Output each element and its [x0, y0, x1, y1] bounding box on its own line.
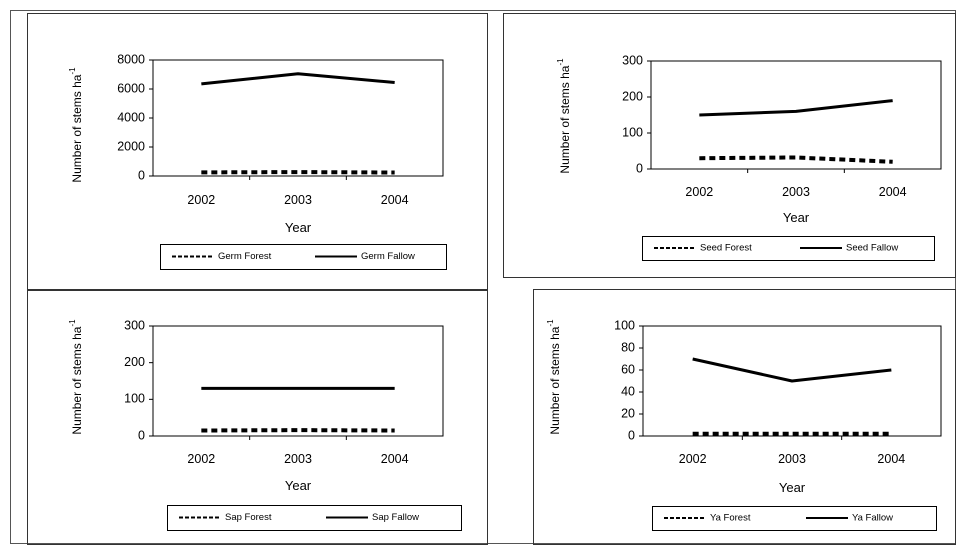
- y-tick-label: 200: [622, 89, 643, 103]
- y-tick-label: 0: [636, 161, 643, 175]
- y-axis-label-superscript: -1: [68, 319, 77, 327]
- x-axis-label: Year: [285, 478, 312, 493]
- legend-label: Ya Forest: [710, 513, 751, 524]
- legend-label: Germ Forest: [218, 251, 272, 262]
- legend-label: Ya Fallow: [852, 513, 893, 524]
- y-axis-label-text: Number of stems ha: [70, 74, 84, 182]
- panel-frame: [533, 289, 956, 545]
- x-tick-label: 2003: [284, 193, 312, 207]
- legend-label: Seed Forest: [700, 243, 752, 254]
- y-tick-label: 0: [138, 428, 145, 442]
- y-axis-label: Number of stems ha-1: [546, 319, 562, 435]
- y-axis-label-superscript: -1: [546, 319, 555, 327]
- y-tick-label: 4000: [117, 110, 145, 124]
- chart-panel: Number of stems ha-1 0 20 40 60 80 100 2002 2003…: [533, 289, 956, 545]
- legend-label: Germ Fallow: [361, 251, 415, 262]
- y-tick-label: 100: [124, 392, 145, 406]
- y-tick-label: 80: [621, 340, 635, 354]
- series-line-fallow: [692, 357, 892, 383]
- y-tick-label: 300: [622, 53, 643, 67]
- y-tick-label: 6000: [117, 81, 145, 95]
- y-tick-label: 100: [622, 125, 643, 139]
- y-tick-label: 40: [621, 384, 635, 398]
- plot-area: [642, 325, 942, 437]
- series-line-fallow: [201, 72, 395, 86]
- x-axis-label: Year: [285, 220, 312, 235]
- y-tick-label: 200: [124, 355, 145, 369]
- x-tick-label: 2002: [187, 452, 215, 466]
- chart-panel: Number of stems ha-1 0 100 200 300 2002 2003 20…: [503, 13, 956, 278]
- chart-panel: Number of stems ha-1 0 100 200 300 2002 2003 20…: [27, 289, 488, 545]
- y-axis-label-text: Number of stems ha: [548, 326, 562, 434]
- y-tick-label: 300: [124, 318, 145, 332]
- x-tick-label: 2004: [381, 452, 409, 466]
- legend-box: [642, 236, 935, 261]
- y-axis-label-text: Number of stems ha: [70, 326, 84, 434]
- legend-label: Sap Fallow: [372, 512, 419, 523]
- x-axis-label: Year: [779, 480, 806, 495]
- x-tick-label: 2004: [877, 452, 905, 466]
- plot-area: [152, 325, 444, 437]
- legend-label: Seed Fallow: [846, 243, 898, 254]
- panel-frame: [27, 289, 488, 545]
- x-tick-label: 2002: [679, 452, 707, 466]
- y-axis-label: Number of stems ha-1: [556, 58, 572, 174]
- y-tick-label: 0: [138, 168, 145, 182]
- panel-frame: [503, 13, 956, 278]
- x-tick-label: 2003: [778, 452, 806, 466]
- y-tick-label: 2000: [117, 139, 145, 153]
- plot-area: [650, 60, 942, 170]
- chart-panel: Number of stems ha-1 0 2000 4000 6000 8000 200…: [27, 13, 488, 291]
- y-axis-label-superscript: -1: [556, 58, 565, 66]
- x-tick-label: 2003: [782, 185, 810, 199]
- x-tick-label: 2004: [879, 185, 907, 199]
- y-tick-label: 8000: [117, 52, 145, 66]
- series-line-fallow: [699, 99, 893, 117]
- y-axis-label: Number of stems ha-1: [68, 319, 84, 435]
- y-tick-label: 60: [621, 362, 635, 376]
- y-tick-label: 0: [628, 428, 635, 442]
- x-axis-label: Year: [783, 210, 810, 225]
- x-tick-label: 2003: [284, 452, 312, 466]
- y-axis-label-text: Number of stems ha: [558, 65, 572, 173]
- panel-frame: [27, 13, 488, 291]
- y-axis-label-superscript: -1: [68, 67, 77, 75]
- plot-area: [152, 59, 444, 177]
- legend-box: [160, 244, 447, 270]
- x-tick-label: 2004: [381, 193, 409, 207]
- y-tick-label: 20: [621, 406, 635, 420]
- series-line-forest: [699, 155, 893, 164]
- legend-box: [652, 506, 937, 531]
- x-tick-label: 2002: [685, 185, 713, 199]
- y-axis-label: Number of stems ha-1: [68, 67, 84, 183]
- legend-box: [167, 505, 462, 531]
- legend-label: Sap Forest: [225, 512, 272, 523]
- y-tick-label: 100: [614, 318, 635, 332]
- x-tick-label: 2002: [187, 193, 215, 207]
